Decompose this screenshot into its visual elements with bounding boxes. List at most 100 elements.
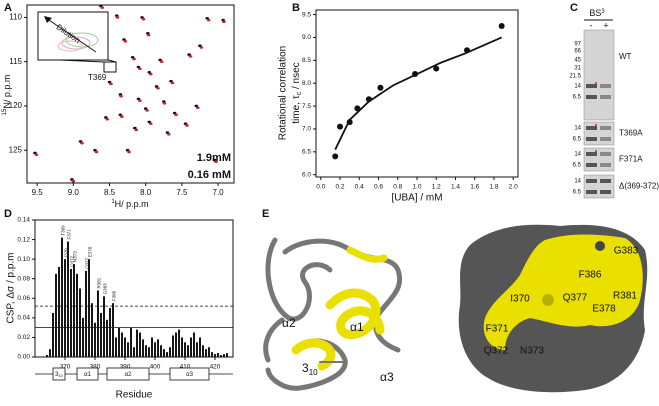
- bar: [196, 342, 198, 357]
- x-tick-label: 370: [60, 364, 71, 371]
- bar: [85, 270, 87, 357]
- bar: [199, 337, 201, 357]
- bar: [211, 352, 213, 357]
- peak: [120, 115, 124, 118]
- bar: [178, 329, 180, 357]
- label-main: 3: [55, 372, 59, 378]
- peak: [123, 40, 128, 43]
- bar: [91, 303, 93, 357]
- marker-label: 31: [574, 66, 581, 72]
- peak: [115, 16, 120, 19]
- marker-label: 6.5: [573, 163, 582, 169]
- gel-band: [586, 163, 597, 167]
- y-tick-label: 0.08: [17, 275, 30, 282]
- bar: [166, 352, 168, 357]
- bar-annotation: F371: [67, 229, 72, 240]
- y-tick-label: 110: [9, 13, 22, 22]
- marker-label: 14: [574, 84, 581, 90]
- bar: [67, 241, 69, 357]
- y-tick-label: 6.5: [302, 149, 311, 156]
- bar-annotation: T369: [61, 225, 66, 236]
- bar: [121, 332, 123, 357]
- surface-label: F371: [486, 324, 509, 335]
- bar: [157, 339, 159, 357]
- x-tick-label: 420: [210, 364, 221, 371]
- bar: [160, 345, 162, 357]
- bar-annotation: I370: [64, 248, 69, 257]
- point: [332, 153, 339, 160]
- ribbon-label: α2: [282, 316, 296, 330]
- label-main: α3: [186, 372, 193, 378]
- y-axis-label: CSP, Δσ / p.p.m: [6, 252, 17, 323]
- gel-image: [583, 147, 615, 172]
- label-main: BS: [589, 8, 601, 18]
- peak: [188, 55, 193, 58]
- structure-label: α3: [186, 372, 193, 378]
- label-main: N/ p.p.m: [2, 75, 12, 109]
- y-tick-label: 8.0: [302, 80, 311, 87]
- gel-band: [586, 95, 597, 99]
- bar: [124, 337, 126, 357]
- gel-band: [586, 152, 597, 156]
- bar: [82, 317, 84, 357]
- y-tick-label: 125: [9, 145, 23, 154]
- surface: [458, 224, 648, 393]
- peak: [167, 132, 171, 136]
- x-tick-label: 0.0: [316, 184, 325, 191]
- bar: [64, 259, 66, 357]
- structure-element: [76, 367, 99, 381]
- x-tick-label: 9.0: [68, 188, 80, 197]
- surface-patch: [483, 234, 643, 350]
- ribbon-label: 310: [302, 361, 318, 377]
- inset-arrowhead: [44, 16, 52, 23]
- marker-label: 14: [574, 152, 581, 158]
- x-tick-label: 1.8: [489, 184, 498, 191]
- bar: [49, 349, 51, 357]
- x-tick-label: 8.5: [104, 188, 116, 197]
- bar-annotation: R381: [97, 277, 102, 288]
- gel-image: [583, 121, 615, 146]
- bar: [79, 288, 81, 357]
- legend-entry: 1.9mM: [197, 152, 231, 164]
- bar: [55, 273, 57, 357]
- bar: [217, 353, 219, 357]
- y-tick-label: 7.5: [302, 103, 311, 110]
- lane-label: -: [590, 20, 593, 30]
- bar: [130, 327, 132, 357]
- gel-image: [583, 174, 615, 199]
- peak: [109, 82, 113, 86]
- label-main: α2: [125, 372, 132, 378]
- gel-band: [586, 137, 597, 141]
- surface-label: Q372: [484, 346, 509, 357]
- gel-title: BS3: [589, 8, 605, 18]
- zoom-line: [107, 59, 117, 63]
- helix: [346, 246, 388, 263]
- y-tick-label: 120: [9, 101, 23, 110]
- x-tick-label: 8.0: [140, 188, 152, 197]
- ribbon-label: α1: [350, 320, 364, 334]
- y-tick-label: 115: [9, 57, 22, 66]
- bar: [220, 355, 222, 357]
- y-tick-label: 0.02: [17, 334, 30, 341]
- point: [464, 47, 471, 54]
- surface-label: N373: [520, 346, 544, 357]
- label-main: α1: [84, 372, 91, 378]
- x-tick-label: 7.0: [213, 188, 225, 197]
- bar: [118, 327, 120, 357]
- x-tick-label: 1.4: [451, 184, 460, 191]
- x-tick-label: 0.8: [393, 184, 402, 191]
- label-sub: 10: [58, 373, 63, 378]
- peak: [148, 72, 153, 76]
- bar: [223, 354, 225, 357]
- annotation: T369: [88, 73, 107, 82]
- y-tick-label: 6.0: [302, 171, 311, 178]
- label-sub: 10: [309, 368, 318, 377]
- bar: [190, 337, 192, 357]
- bar-annotation: F386: [112, 290, 117, 301]
- ribbon-coil: [265, 237, 333, 322]
- y-tick-label: 0.12: [17, 236, 30, 243]
- peak: [156, 86, 160, 90]
- structure-label: α1: [84, 372, 91, 378]
- y-tick-label: 0.14: [17, 217, 30, 224]
- block-label: Δ(369-372): [619, 182, 659, 191]
